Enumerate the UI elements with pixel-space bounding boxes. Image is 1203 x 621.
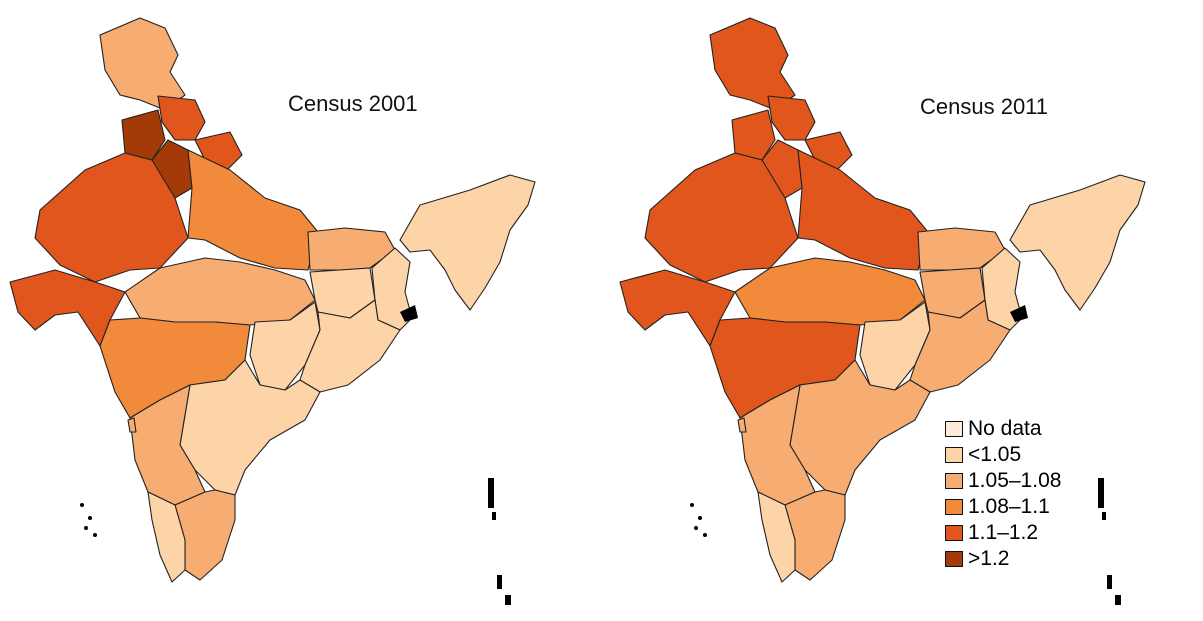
region-uttarakhand: [194, 131, 243, 173]
legend-swatch: [945, 525, 963, 541]
legend-item: 1.1–1.2: [945, 520, 1061, 546]
legend-item: <1.05: [945, 442, 1061, 468]
legend: No data <1.05 1.05–1.08 1.08–1.1 1.1–1.2…: [945, 416, 1061, 572]
region-jammu-kashmir: [709, 17, 796, 111]
region-odisha: [909, 299, 1011, 393]
region-northeast: [1009, 174, 1146, 311]
legend-item: No data: [945, 416, 1061, 442]
region-rajasthan: [644, 152, 799, 283]
region-northeast: [399, 174, 536, 311]
region-kerala: [757, 491, 796, 583]
map-2011-svg: [619, 17, 1146, 605]
legend-label: 1.05–1.08: [968, 469, 1062, 492]
region-uttarakhand: [804, 131, 853, 173]
region-andhra-pradesh: [789, 359, 931, 496]
legend-item: 1.08–1.1: [945, 494, 1061, 520]
legend-label: 1.08–1.1: [968, 495, 1050, 518]
region-karnataka: [129, 384, 206, 506]
region-uttar-pradesh: [187, 149, 319, 271]
legend-swatch: [945, 421, 963, 437]
region-himachal-pradesh: [767, 95, 816, 141]
map-census-2011: Census 2011: [610, 0, 1203, 621]
map-census-2001: Census 2001: [0, 0, 600, 621]
legend-item: 1.05–1.08: [945, 468, 1061, 494]
region-uttar-pradesh: [797, 149, 929, 271]
region-punjab: [731, 109, 776, 161]
legend-swatch: [945, 473, 963, 489]
legend-label: 1.1–1.2: [968, 521, 1039, 544]
region-goa: [737, 417, 747, 433]
legend-item: >1.2: [945, 546, 1061, 572]
region-jammu-kashmir: [99, 17, 186, 111]
legend-swatch: [945, 499, 963, 515]
map-title: Census 2011: [920, 94, 1049, 119]
islands: [690, 305, 1121, 605]
map-title: Census 2001: [288, 91, 418, 116]
map-2001-svg: [9, 17, 536, 605]
region-rajasthan: [34, 152, 189, 283]
islands: [80, 305, 511, 605]
region-punjab: [121, 109, 166, 161]
region-andhra-pradesh: [179, 359, 321, 496]
region-himachal-pradesh: [157, 95, 206, 141]
region-odisha: [299, 299, 401, 393]
legend-label: >1.2: [968, 547, 1010, 570]
region-kerala: [147, 491, 186, 583]
legend-label: <1.05: [968, 443, 1022, 466]
legend-label: No data: [968, 417, 1042, 440]
region-goa: [127, 417, 137, 433]
region-karnataka: [739, 384, 816, 506]
legend-swatch: [945, 551, 963, 567]
legend-swatch: [945, 447, 963, 463]
